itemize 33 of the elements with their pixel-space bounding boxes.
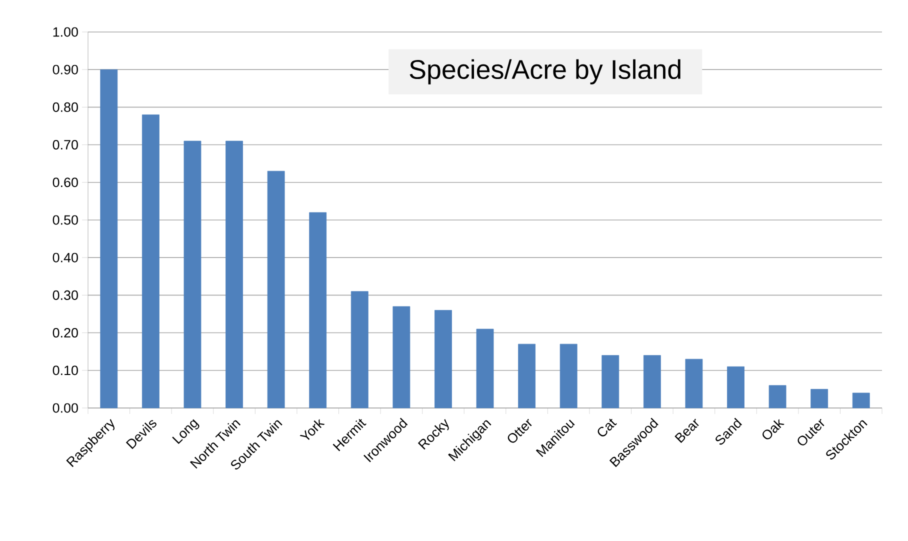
bar — [602, 355, 620, 408]
bar — [184, 140, 202, 408]
bar — [350, 291, 368, 408]
y-tick-label: 0.90 — [52, 64, 78, 74]
y-tick-label: 0.60 — [52, 178, 78, 188]
bar — [226, 140, 243, 408]
y-tick-label: 0.40 — [52, 252, 78, 262]
y-tick-label: 0.80 — [52, 102, 78, 112]
text: Species/Acre by Island — [410, 59, 680, 84]
bar — [768, 385, 786, 408]
bar — [560, 344, 578, 408]
bar — [434, 310, 452, 408]
y-tick-label: 0.30 — [52, 290, 78, 300]
bar — [643, 355, 661, 408]
bar — [267, 170, 285, 408]
bar — [810, 388, 828, 408]
y-tick-label: 0.10 — [52, 366, 78, 376]
y-tick-label: 0.20 — [52, 328, 78, 338]
y-tick-label: 1.00 — [53, 27, 78, 37]
bar — [309, 212, 327, 408]
bar — [727, 366, 744, 408]
bar — [518, 344, 536, 408]
bar — [852, 392, 870, 408]
bar — [476, 328, 494, 408]
y-tick-label: 0.00 — [52, 403, 78, 413]
bar — [142, 114, 160, 408]
y-tick-label: 0.70 — [52, 140, 78, 150]
x-tick-label: Oak — [762, 419, 784, 440]
y-tick-label: 0.50 — [52, 215, 78, 225]
bar — [392, 306, 410, 408]
bar — [685, 358, 703, 408]
x-tick-label: York — [300, 419, 325, 440]
bar — [100, 69, 118, 408]
